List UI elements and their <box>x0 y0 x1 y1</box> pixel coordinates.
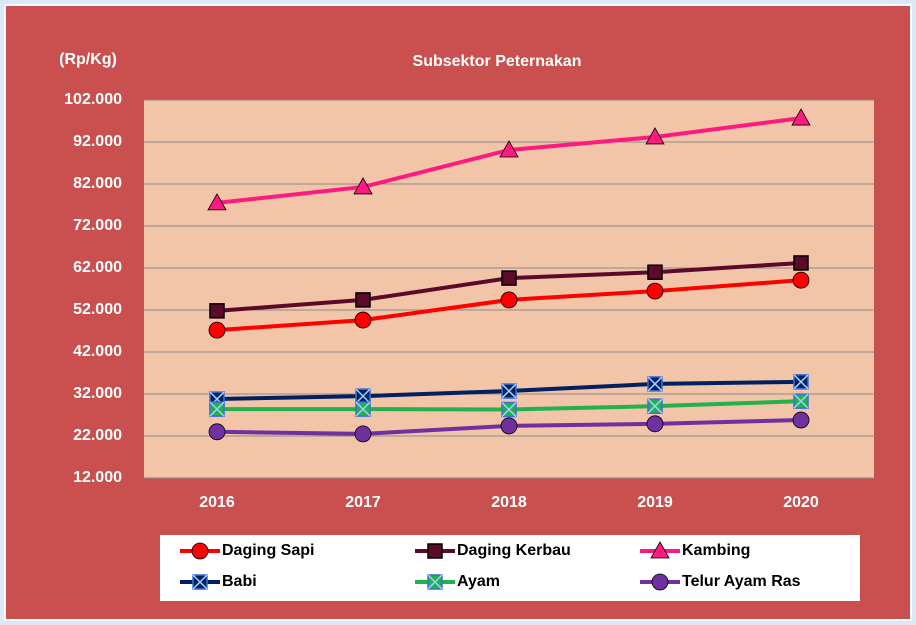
legend-marker <box>650 541 670 559</box>
x-tick-label: 2018 <box>491 494 527 511</box>
legend-marker <box>427 574 443 590</box>
data-point <box>501 383 517 399</box>
chart-title: Subsektor Peternakan <box>413 53 582 70</box>
marker-box <box>355 292 371 308</box>
data-point <box>355 292 371 308</box>
y-tick-label: 22.000 <box>73 427 122 444</box>
data-point <box>501 270 517 286</box>
data-point <box>793 393 809 409</box>
data-point <box>791 108 811 126</box>
y-tick-label: 12.000 <box>73 469 122 486</box>
legend-marker <box>427 543 443 559</box>
data-point <box>354 425 372 443</box>
data-point <box>647 264 663 280</box>
y-tick-label: 82.000 <box>73 175 122 192</box>
marker-cross <box>427 574 443 590</box>
data-point <box>646 282 664 300</box>
data-point <box>645 127 665 145</box>
y-tick-label: 42.000 <box>73 343 122 360</box>
data-point <box>793 255 809 271</box>
data-point <box>500 291 518 309</box>
legend-label: Daging Kerbau <box>457 542 571 559</box>
data-point <box>792 411 810 429</box>
marker-box <box>647 264 663 280</box>
x-tick-label: 2016 <box>199 494 235 511</box>
marker-box <box>501 270 517 286</box>
data-point <box>793 374 809 390</box>
data-point <box>209 303 225 319</box>
legend-label: Daging Sapi <box>222 542 314 559</box>
data-point <box>500 417 518 435</box>
legend-box <box>160 535 860 601</box>
data-point <box>355 388 371 404</box>
data-point <box>499 140 519 158</box>
data-point <box>208 423 226 441</box>
marker-cross <box>793 374 809 390</box>
legend-label: Babi <box>222 573 257 590</box>
data-point <box>208 321 226 339</box>
marker-cross <box>355 401 371 417</box>
marker-cross <box>355 388 371 404</box>
legend-label: Ayam <box>457 573 500 590</box>
legend-marker <box>192 574 208 590</box>
marker-cross <box>647 376 663 392</box>
data-point <box>647 376 663 392</box>
data-point <box>646 415 664 433</box>
data-point <box>501 401 517 418</box>
y-tick-label: 102.000 <box>64 91 122 108</box>
legend-marker <box>651 573 669 591</box>
marker-cross <box>501 402 517 418</box>
marker-box <box>793 255 809 271</box>
data-point <box>355 401 371 417</box>
data-point <box>354 311 372 329</box>
marker-cross <box>192 574 208 590</box>
data-point <box>647 398 663 414</box>
x-tick-label: 2017 <box>345 494 381 511</box>
marker-cross <box>209 401 225 417</box>
y-tick-label: 62.000 <box>73 259 122 276</box>
data-point <box>353 177 373 195</box>
data-point <box>207 193 227 211</box>
legend-label: Kambing <box>682 542 750 559</box>
data-point <box>792 271 810 289</box>
marker-cross <box>647 398 663 414</box>
y-tick-label: 72.000 <box>73 217 122 234</box>
marker-box <box>209 303 225 319</box>
marker-box <box>427 543 443 559</box>
marker-cross <box>501 383 517 399</box>
marker-cross <box>793 393 809 409</box>
y-axis-label: (Rp/Kg) <box>59 51 117 68</box>
y-tick-label: 52.000 <box>73 301 122 318</box>
legend-marker <box>191 542 209 560</box>
x-tick-label: 2019 <box>637 494 673 511</box>
legend-label: Telur Ayam Ras <box>682 573 801 590</box>
data-point <box>209 401 225 417</box>
y-tick-label: 32.000 <box>73 385 122 402</box>
y-tick-label: 92.000 <box>73 133 122 150</box>
x-tick-label: 2020 <box>783 494 819 511</box>
